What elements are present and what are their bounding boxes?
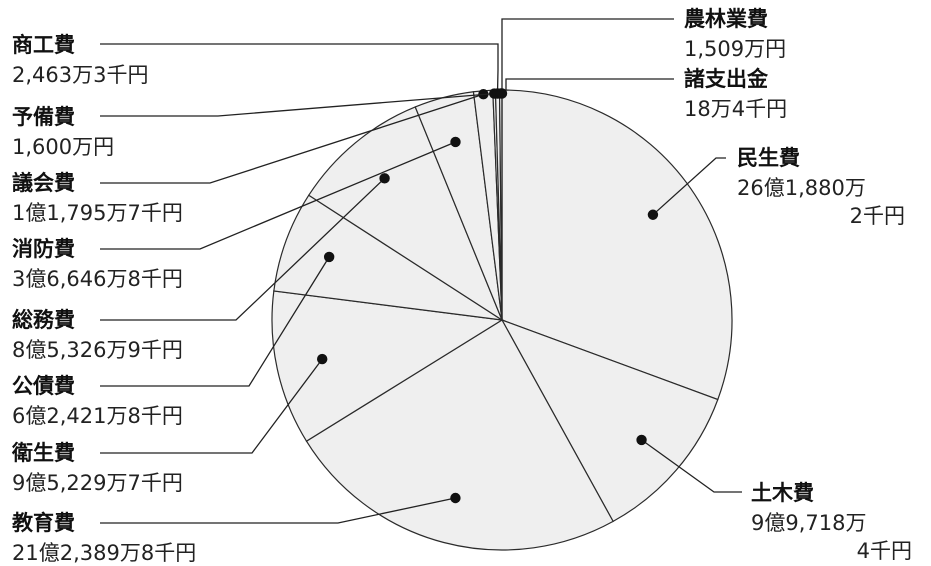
slice-marker-dot xyxy=(323,251,335,263)
slice-value-label: 9億5,229万7千円 xyxy=(12,471,183,495)
slice-value-label: 26億1,880万 xyxy=(737,176,866,200)
pie-slice xyxy=(500,318,719,523)
slice-value-label: 18万4千円 xyxy=(684,97,787,121)
slice-name-label: 民生費 xyxy=(737,146,800,170)
pie-slice xyxy=(501,89,733,401)
slice-name-label: 教育費 xyxy=(12,511,75,535)
slice-value-label: 21億2,389万8千円 xyxy=(12,541,196,565)
leader-line xyxy=(100,177,386,321)
slice-value-label: 6億2,421万8千円 xyxy=(12,404,183,428)
slice-value-label: 2,463万3千円 xyxy=(12,63,148,87)
leader-line xyxy=(652,157,726,216)
pie-slice xyxy=(307,106,504,322)
slice-name-label: 農林業費 xyxy=(684,7,768,31)
slice-name-label: 諸支出金 xyxy=(684,67,769,91)
leader-lines xyxy=(100,18,742,524)
pie-slice xyxy=(305,319,614,551)
slice-name-label: 総務費 xyxy=(12,308,75,332)
leader-line xyxy=(100,497,456,524)
leader-line xyxy=(100,92,495,117)
slice-marker-dot xyxy=(379,173,390,184)
leader-line xyxy=(100,43,499,94)
leader-line xyxy=(500,18,674,94)
slice-value-label: 1億1,795万7千円 xyxy=(12,201,183,225)
slice-value-label: 2千円 xyxy=(850,204,905,228)
slice-value-label: 1,600万円 xyxy=(12,135,114,159)
slice-name-label: 商工費 xyxy=(12,33,75,57)
slice-value-label: 8億5,326万9千円 xyxy=(12,338,183,362)
slice-marker-dot xyxy=(317,353,328,365)
pie-slice xyxy=(271,290,504,442)
slice-name-label: 予備費 xyxy=(12,105,75,129)
slice-marker-dot xyxy=(636,434,647,446)
slice-name-label: 衛生費 xyxy=(11,441,75,465)
slice-marker-dot xyxy=(450,492,461,504)
slice-value-label: 9億9,718万 xyxy=(751,511,866,535)
slice-name-label: 消防費 xyxy=(12,237,75,261)
slice-name-label: 土木費 xyxy=(751,481,814,505)
slice-marker-dot xyxy=(496,88,508,99)
slice-marker-dot xyxy=(450,136,461,148)
slice-name-label: 議会費 xyxy=(12,171,75,195)
leader-line xyxy=(100,256,330,387)
pie-slice xyxy=(273,194,503,321)
slice-value-label: 1,509万円 xyxy=(684,37,786,61)
pie-slices xyxy=(271,89,733,551)
leader-line xyxy=(100,93,484,184)
slice-name-label: 公債費 xyxy=(12,374,75,398)
leader-line xyxy=(100,358,323,454)
slice-value-label: 4千円 xyxy=(857,539,912,563)
leader-line xyxy=(100,141,456,250)
leader-line xyxy=(641,439,742,493)
slice-value-label: 3億6,646万8千円 xyxy=(12,267,183,291)
slice-marker-dot xyxy=(647,209,659,220)
